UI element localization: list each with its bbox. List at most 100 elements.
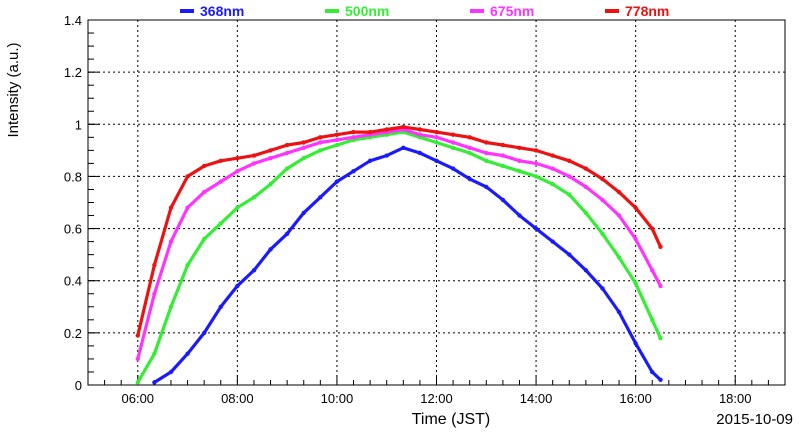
data-point [334, 142, 340, 148]
data-point [351, 129, 356, 135]
date-label: 2015-10-09 [716, 411, 793, 428]
data-point [500, 142, 506, 148]
data-point [500, 153, 506, 158]
data-point [550, 182, 555, 187]
data-point [484, 158, 489, 163]
data-point [268, 156, 273, 161]
data-point [616, 213, 622, 218]
data-point [484, 150, 489, 156]
series-line [136, 130, 662, 384]
y-tick-label: 0.2 [64, 326, 82, 341]
data-point [284, 231, 290, 236]
data-point [218, 179, 223, 184]
data-point [168, 205, 174, 210]
data-point [268, 182, 273, 187]
data-point [318, 148, 323, 153]
data-point [417, 150, 423, 156]
data-point [334, 132, 340, 137]
data-point [600, 286, 605, 291]
data-point [135, 356, 140, 362]
data-point [517, 145, 522, 150]
data-point [152, 351, 157, 356]
data-point [533, 148, 539, 153]
legend-label: 778nm [625, 3, 669, 19]
data-point [658, 335, 663, 341]
data-point [185, 174, 190, 179]
data-point [152, 380, 157, 385]
legend-label: 675nm [490, 3, 534, 19]
data-point [633, 236, 638, 242]
series-778nm [135, 124, 663, 338]
data-point [384, 127, 389, 132]
data-point [235, 156, 240, 161]
x-tick-label: 12:00 [420, 391, 453, 406]
data-point [202, 189, 207, 195]
data-point [467, 150, 472, 156]
x-tick-label: 08:00 [221, 391, 254, 406]
data-point [467, 135, 472, 140]
series-368nm [152, 145, 663, 385]
data-point [633, 205, 638, 210]
data-point [152, 262, 157, 268]
data-point [168, 369, 174, 375]
data-point [367, 158, 373, 163]
data-point [450, 140, 456, 145]
data-point [334, 179, 340, 184]
data-point [318, 135, 323, 140]
series-675nm [135, 127, 663, 362]
y-tick-label: 0 [75, 378, 82, 393]
x-axis-label: Time (JST) [412, 411, 491, 428]
data-point [185, 351, 190, 356]
data-point [533, 174, 539, 179]
data-point [583, 210, 589, 216]
data-point [550, 153, 555, 158]
x-tick-label: 18:00 [719, 391, 752, 406]
data-point [450, 132, 456, 137]
data-point [218, 304, 223, 309]
data-point [251, 153, 257, 158]
data-point [168, 239, 174, 244]
data-point [251, 195, 257, 200]
data-point [450, 145, 456, 150]
data-point [650, 226, 655, 231]
data-point [583, 268, 589, 273]
data-point [616, 189, 622, 195]
data-point [202, 163, 207, 169]
y-tick-label: 1.2 [64, 65, 82, 80]
data-point [658, 283, 663, 289]
data-point [550, 166, 555, 171]
data-point [202, 330, 207, 336]
data-point [434, 140, 439, 145]
data-point [367, 129, 373, 135]
data-point [251, 268, 257, 273]
data-point [500, 197, 506, 203]
data-point [301, 140, 306, 145]
y-tick-label: 1.4 [64, 13, 82, 28]
grid [88, 20, 785, 385]
data-point [384, 153, 389, 158]
data-point [616, 309, 622, 315]
data-point [650, 317, 655, 322]
data-point [517, 158, 522, 163]
legend: 368nm 500nm 675nm 778nm [180, 3, 669, 19]
series-500nm [135, 129, 663, 385]
data-point [467, 176, 472, 182]
data-point [301, 145, 306, 150]
data-point [135, 380, 140, 385]
data-point [268, 148, 273, 153]
data-point [567, 174, 572, 179]
data-point [318, 195, 323, 200]
data-point [218, 221, 223, 226]
data-point [401, 145, 406, 150]
data-point [633, 341, 638, 346]
data-point [168, 304, 174, 309]
data-point [567, 158, 572, 163]
series-group [135, 124, 663, 385]
series-line [153, 146, 662, 384]
y-tick-label: 0.6 [64, 222, 82, 237]
y-tick-label: 0.4 [64, 274, 82, 289]
legend-label: 500nm [345, 3, 389, 19]
data-point [284, 150, 290, 156]
y-tick-label: 0.8 [64, 169, 82, 184]
